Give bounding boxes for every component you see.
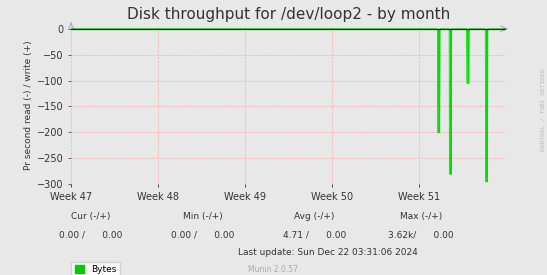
- Text: 3.62k/      0.00: 3.62k/ 0.00: [388, 231, 454, 240]
- Text: Last update: Sun Dec 22 03:31:06 2024: Last update: Sun Dec 22 03:31:06 2024: [238, 248, 418, 257]
- Text: Max (-/+): Max (-/+): [400, 212, 443, 221]
- Legend: Bytes: Bytes: [71, 262, 120, 275]
- Text: Munin 2.0.57: Munin 2.0.57: [248, 265, 299, 274]
- Title: Disk throughput for /dev/loop2 - by month: Disk throughput for /dev/loop2 - by mont…: [127, 7, 450, 22]
- Y-axis label: Pr second read (-) / write (+): Pr second read (-) / write (+): [24, 40, 33, 170]
- Text: Min (-/+): Min (-/+): [183, 212, 222, 221]
- Text: 4.71 /      0.00: 4.71 / 0.00: [283, 231, 346, 240]
- Text: Avg (-/+): Avg (-/+): [294, 212, 335, 221]
- Text: 0.00 /      0.00: 0.00 / 0.00: [171, 231, 234, 240]
- Text: RRDTOOL / TOBI OETIKER: RRDTOOL / TOBI OETIKER: [540, 69, 546, 151]
- Text: 0.00 /      0.00: 0.00 / 0.00: [59, 231, 122, 240]
- Text: Cur (-/+): Cur (-/+): [71, 212, 110, 221]
